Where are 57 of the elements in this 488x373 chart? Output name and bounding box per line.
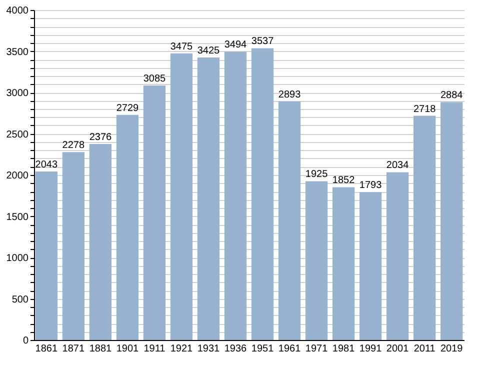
x-tick-label: 1961 [278,344,302,354]
x-tick-label: 1881 [89,344,112,354]
x-tick-label: 1991 [359,344,382,354]
x-tick-label: 2001 [386,344,410,354]
x-tick-label: 1861 [35,344,58,354]
data-label: 2893 [278,89,302,100]
bar [359,192,382,340]
data-label: 2718 [413,104,436,115]
x-tick-label: 1971 [305,344,328,354]
data-label: 2034 [386,160,410,172]
data-label: 1793 [359,180,382,192]
bar [170,53,193,340]
bar [116,114,139,340]
data-label: 3475 [170,41,194,52]
x-tick-label: 2019 [440,344,464,354]
data-label: 3425 [197,45,220,56]
data-label: 2043 [35,159,58,170]
y-tick-label: 3000 [6,88,29,99]
y-tick-label: 0 [22,336,29,346]
bar [143,85,166,340]
bar [332,187,355,340]
data-label: 2278 [62,140,85,152]
data-label: 1925 [305,169,328,180]
bar [440,102,463,340]
x-tick-label: 1911 [144,344,166,354]
data-label: 2884 [440,90,464,102]
x-tick-label: 1951 [251,344,274,354]
bar [62,152,85,340]
y-tick-label: 4000 [6,6,29,16]
data-label: 3494 [224,40,248,51]
y-tick-label: 3500 [6,46,29,58]
y-tick-label: 1500 [6,212,29,223]
bar [251,48,274,340]
bar [224,52,247,340]
bar [305,181,328,340]
bar [278,101,301,340]
x-tick-label: 1871 [62,344,85,354]
x-tick-label: 1981 [332,344,356,354]
x-tick-label: 2011 [414,344,436,354]
data-label: 3085 [143,73,166,84]
data-label: 2729 [116,102,140,114]
bar [386,172,409,340]
x-tick-label: 1931 [197,344,220,354]
bar [413,116,436,340]
y-tick-label: 500 [12,294,29,306]
data-label: 2376 [89,132,112,143]
y-tick-label: 1000 [6,253,29,264]
x-tick-label: 1936 [224,344,248,354]
y-tick-label: 2000 [6,170,29,182]
y-tick-label: 2500 [6,129,29,140]
data-label: 1852 [332,175,356,186]
data-label: 3537 [251,36,274,48]
bar [89,144,112,340]
x-tick-label: 1901 [116,344,140,354]
bar [35,171,58,340]
x-tick-label: 1921 [170,344,194,354]
bar [197,57,220,340]
